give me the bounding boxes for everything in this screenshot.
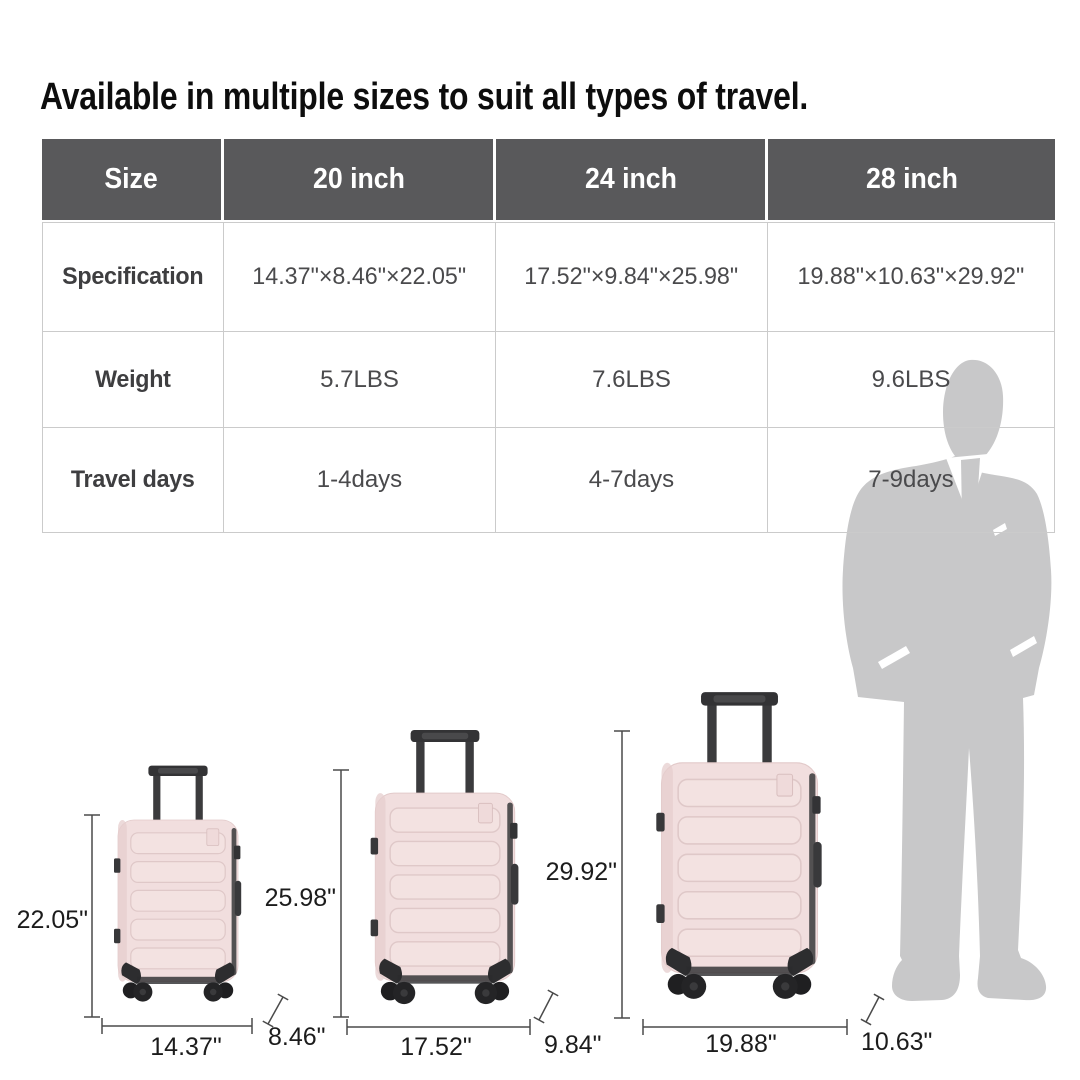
table-header-24-inch: 24 inch xyxy=(496,139,768,222)
table-cell-days-24: 4-7days xyxy=(496,428,768,533)
table-cell-days-28: 7-9days xyxy=(768,428,1055,533)
dim-label-width-20: 14.37" xyxy=(150,1033,222,1061)
table-cell-spec-28: 19.88"×10.63"×29.92" xyxy=(768,222,1055,332)
dim-label-depth-20: 8.46" xyxy=(268,1023,326,1051)
table-header-size: Size xyxy=(42,139,224,222)
size-spec-table: Size 20 inch 24 inch 28 inch Specificati… xyxy=(42,139,1055,533)
dim-label-height-24: 25.98" xyxy=(264,884,336,912)
suitcase-24-inch-illustration xyxy=(370,729,519,1005)
suitcase-20-inch-illustration xyxy=(114,765,242,1002)
table-cell-spec-24: 17.52"×9.84"×25.98" xyxy=(496,222,768,332)
row-label-specification: Specification xyxy=(42,222,224,332)
dim-label-height-20: 22.05" xyxy=(16,906,88,934)
dim-label-height-28: 29.92" xyxy=(545,858,617,886)
person-silhouette xyxy=(842,359,1052,1002)
row-label-weight: Weight xyxy=(42,332,224,428)
table-cell-days-20: 1-4days xyxy=(224,428,496,533)
row-label-travel-days: Travel days xyxy=(42,428,224,533)
dim-label-width-28: 19.88" xyxy=(705,1030,777,1058)
table-cell-weight-24: 7.6LBS xyxy=(496,332,768,428)
suitcase-28-inch-illustration xyxy=(656,692,822,999)
dim-label-depth-28: 10.63" xyxy=(861,1028,933,1056)
table-cell-weight-28: 9.6LBS xyxy=(768,332,1055,428)
table-cell-weight-20: 5.7LBS xyxy=(224,332,496,428)
table-header-20-inch: 20 inch xyxy=(224,139,496,222)
dim-label-width-24: 17.52" xyxy=(400,1033,472,1061)
table-header-28-inch: 28 inch xyxy=(768,139,1055,222)
page-title: Available in multiple sizes to suit all … xyxy=(40,76,809,118)
dim-label-depth-24: 9.84" xyxy=(544,1031,602,1059)
table-cell-spec-20: 14.37"×8.46"×22.05" xyxy=(224,222,496,332)
